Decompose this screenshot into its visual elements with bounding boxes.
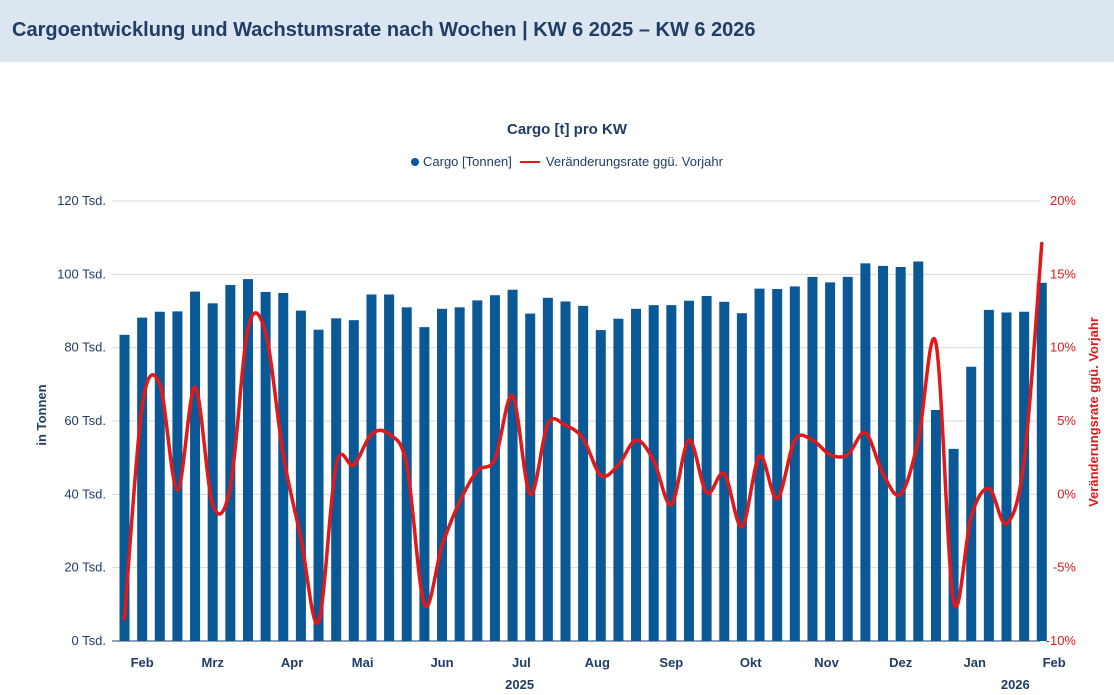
cargo-bar[interactable] xyxy=(754,288,765,641)
x-tick-label: Feb xyxy=(1043,655,1066,670)
x-tick-label: Apr xyxy=(281,655,303,670)
y-tick-label: 60 Tsd. xyxy=(64,413,106,428)
y-tick-label: 100 Tsd. xyxy=(57,266,106,281)
cargo-bar[interactable] xyxy=(825,282,836,641)
cargo-bar[interactable] xyxy=(631,308,642,641)
cargo-bar[interactable] xyxy=(313,329,324,641)
chart-title: Cargo [t] pro KW xyxy=(507,121,627,138)
cargo-bar[interactable] xyxy=(842,276,853,641)
legend-item-rate[interactable]: Veränderungsrate ggü. Vorjahr xyxy=(519,154,723,169)
x-tick-label: Jan xyxy=(964,655,986,670)
cargo-bar[interactable] xyxy=(860,263,871,641)
cargo-bar[interactable] xyxy=(454,307,465,641)
x-tick-label: Feb xyxy=(131,655,154,670)
x-tick-label: Okt xyxy=(740,655,762,670)
y2-tick-label: 15% xyxy=(1050,266,1076,281)
y2-tick-label: -10% xyxy=(1046,633,1077,648)
cargo-bar[interactable] xyxy=(207,303,218,641)
cargo-bar[interactable] xyxy=(666,305,677,641)
y-tick-label: 40 Tsd. xyxy=(64,486,106,501)
y-tick-label: 20 Tsd. xyxy=(64,560,106,575)
cargo-bar[interactable] xyxy=(384,294,395,642)
page-title: Cargoentwicklung und Wachstumsrate nach … xyxy=(12,19,756,41)
y-tick-label: 0 Tsd. xyxy=(72,633,106,648)
y2-tick-label: 10% xyxy=(1050,340,1076,355)
cargo-bar[interactable] xyxy=(719,301,730,641)
cargo-bar[interactable] xyxy=(172,311,183,641)
cargo-bar[interactable] xyxy=(542,297,553,641)
cargo-bar[interactable] xyxy=(154,311,165,641)
legend-marker-cargo-icon xyxy=(411,157,419,166)
x-year-label: 2026 xyxy=(1001,677,1030,692)
x-tick-label: Sep xyxy=(659,655,683,670)
x-tick-label: Nov xyxy=(814,655,839,670)
cargo-bar[interactable] xyxy=(190,291,201,641)
y2-axis-title: Veränderungsrate ggü. Vorjahr xyxy=(1086,317,1101,507)
cargo-bar[interactable] xyxy=(578,305,589,641)
x-tick-label: Jun xyxy=(430,655,453,670)
cargo-bar[interactable] xyxy=(1019,311,1030,641)
cargo-bar[interactable] xyxy=(966,366,977,641)
cargo-bar[interactable] xyxy=(295,310,306,641)
x-year-label: 2025 xyxy=(505,677,534,692)
legend-marker-rate-icon xyxy=(519,160,540,163)
y2-tick-label: 5% xyxy=(1057,413,1076,428)
cargo-bar[interactable] xyxy=(648,305,659,641)
cargo-bar[interactable] xyxy=(772,289,783,641)
y2-tick-label: 20% xyxy=(1050,193,1076,208)
cargo-bar[interactable] xyxy=(895,267,906,641)
cargo-bar[interactable] xyxy=(1036,282,1047,641)
cargo-bar[interactable] xyxy=(525,313,536,641)
cargo-bar[interactable] xyxy=(878,265,889,641)
cargo-bar[interactable] xyxy=(930,410,941,641)
cargo-bar[interactable] xyxy=(331,318,342,641)
cargo-bar[interactable] xyxy=(437,308,448,641)
cargo-bar[interactable] xyxy=(489,295,500,641)
y2-tick-label: -5% xyxy=(1053,560,1077,575)
y-tick-label: 120 Tsd. xyxy=(57,193,106,208)
cargo-bar[interactable] xyxy=(736,313,747,641)
cargo-bar[interactable] xyxy=(119,334,130,641)
cargo-bar[interactable] xyxy=(913,261,924,642)
chart-legend: Cargo [Tonnen] Veränderungsrate ggü. Vor… xyxy=(0,154,1114,169)
cargo-bar[interactable] xyxy=(948,448,959,641)
cargo-bar[interactable] xyxy=(260,291,271,641)
x-tick-label: Mrz xyxy=(202,655,225,670)
cargo-bar[interactable] xyxy=(701,295,712,641)
cargo-bar[interactable] xyxy=(507,289,518,641)
cargo-bar[interactable] xyxy=(419,327,430,641)
x-tick-label: Mai xyxy=(352,655,374,670)
y2-tick-label: 0% xyxy=(1057,486,1076,501)
header-bar: Cargoentwicklung und Wachstumsrate nach … xyxy=(0,0,1114,62)
legend-item-cargo[interactable]: Cargo [Tonnen] xyxy=(411,154,512,169)
growth-rate-line[interactable] xyxy=(122,241,1044,626)
x-tick-label: Jul xyxy=(512,655,531,670)
cargo-bar[interactable] xyxy=(683,300,694,641)
x-tick-label: Dez xyxy=(889,655,913,670)
legend-label-cargo: Cargo [Tonnen] xyxy=(423,154,512,169)
cargo-bar[interactable] xyxy=(242,279,253,641)
x-tick-label: Aug xyxy=(585,655,610,670)
cargo-bar[interactable] xyxy=(595,330,606,641)
cargo-bar[interactable] xyxy=(137,317,148,641)
legend-label-rate: Veränderungsrate ggü. Vorjahr xyxy=(545,154,723,169)
cargo-bar[interactable] xyxy=(348,320,359,641)
cargo-bar[interactable] xyxy=(225,284,236,641)
cargo-bar[interactable] xyxy=(613,318,624,641)
cargo-bar[interactable] xyxy=(789,286,800,641)
cargo-bar[interactable] xyxy=(278,293,289,641)
cargo-bar[interactable] xyxy=(560,301,571,641)
y-tick-label: 80 Tsd. xyxy=(64,340,106,355)
cargo-bar[interactable] xyxy=(1001,312,1012,641)
y-axis-title: in Tonnen xyxy=(34,384,49,445)
cargo-bar[interactable] xyxy=(366,294,377,642)
cargo-bar[interactable] xyxy=(807,276,818,641)
cargo-bar[interactable] xyxy=(983,309,994,641)
